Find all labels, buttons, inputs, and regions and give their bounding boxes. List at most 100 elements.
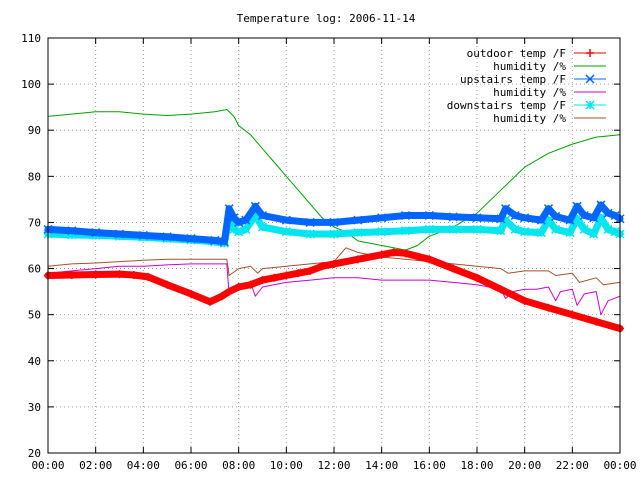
series-line [47,109,621,251]
data-point [281,227,291,237]
legend-label: outdoor temp /F [467,47,566,60]
y-tick-label: 90 [28,124,41,137]
x-tick-label: 14:00 [365,459,398,472]
data-point [305,229,315,239]
data-point [568,310,577,319]
y-tick-label: 80 [28,170,41,183]
x-tick-label: 00:00 [31,459,64,472]
data-point [496,214,506,224]
data-point [329,229,339,239]
chart-title: Temperature log: 2006-11-14 [237,12,416,25]
x-tick-label: 12:00 [317,459,350,472]
data-point [282,271,291,280]
data-point [144,272,153,281]
data-point [186,234,196,244]
y-tick-label: 60 [28,263,41,276]
data-point [219,237,229,247]
data-point [187,289,195,298]
legend-label: humidity /% [493,60,566,73]
grid [48,38,620,453]
y-tick-label: 30 [28,401,41,414]
y-tick-label: 110 [21,32,41,45]
data-point [270,273,279,282]
data-point [241,224,251,234]
data-point [257,222,268,232]
data-point [536,228,546,238]
data-point [246,280,255,289]
data-point [520,296,529,305]
legend-label: humidity /% [493,86,566,99]
data-point [91,270,100,279]
x-tick-label: 20:00 [508,459,541,472]
data-point [241,215,251,225]
data-point [448,224,458,234]
data-point [596,213,606,223]
data-point [520,213,530,223]
data-point [565,228,575,238]
data-point [472,213,482,223]
data-point [91,228,101,238]
data-point [579,224,589,234]
data-point [496,226,506,236]
data-point [543,215,554,225]
data-point [67,271,76,280]
data-point [138,230,148,240]
data-point [501,204,511,214]
x-tick-label: 02:00 [79,459,112,472]
data-point [448,212,458,222]
x-tick-label: 06:00 [174,459,207,472]
data-point [234,227,244,237]
data-point [551,224,561,234]
data-point [565,215,575,225]
series-5 [47,247,621,286]
x-tick-label: 18:00 [460,459,493,472]
data-point [400,226,411,236]
data-point [424,210,434,221]
data-point [389,248,398,257]
data-point [401,249,410,258]
data-point [377,250,386,259]
x-tick-label: 00:00 [603,459,636,472]
data-point [281,215,291,225]
x-tick-label: 16:00 [413,459,446,472]
data-point [224,204,234,214]
data-point [330,259,338,268]
y-tick-label: 50 [28,309,41,322]
data-point [294,269,303,278]
data-point [579,210,589,221]
data-point [603,224,613,234]
data-point [305,217,315,227]
data-point [258,276,267,285]
legend-marker [585,100,595,110]
data-point [250,201,260,211]
legend-label: upstairs temp /F [460,73,566,86]
data-point [234,217,244,227]
x-tick-label: 22:00 [556,459,589,472]
data-point [257,210,268,221]
data-point [353,215,363,225]
axis-ticks: 20 30 40 50 60 70 80 90 100 110 00:00 02:00 04:00 06:… [21,32,636,472]
data-point [589,229,599,239]
data-point [496,285,505,294]
data-point [592,317,601,326]
series-3 [47,263,621,316]
data-point [250,210,260,221]
data-point [536,215,546,225]
data-point [596,200,606,210]
data-point [400,210,411,221]
data-point [501,215,511,225]
data-point [610,210,620,221]
data-point [67,226,77,236]
data-point [67,230,77,240]
data-point [225,287,234,296]
series-1 [47,109,621,251]
data-point [472,224,482,234]
data-point [572,201,582,211]
data-point [229,224,239,234]
series-layer [43,109,625,333]
y-tick-label: 20 [28,447,41,460]
data-point [377,213,387,223]
data-point [544,303,553,312]
data-point [206,297,215,306]
